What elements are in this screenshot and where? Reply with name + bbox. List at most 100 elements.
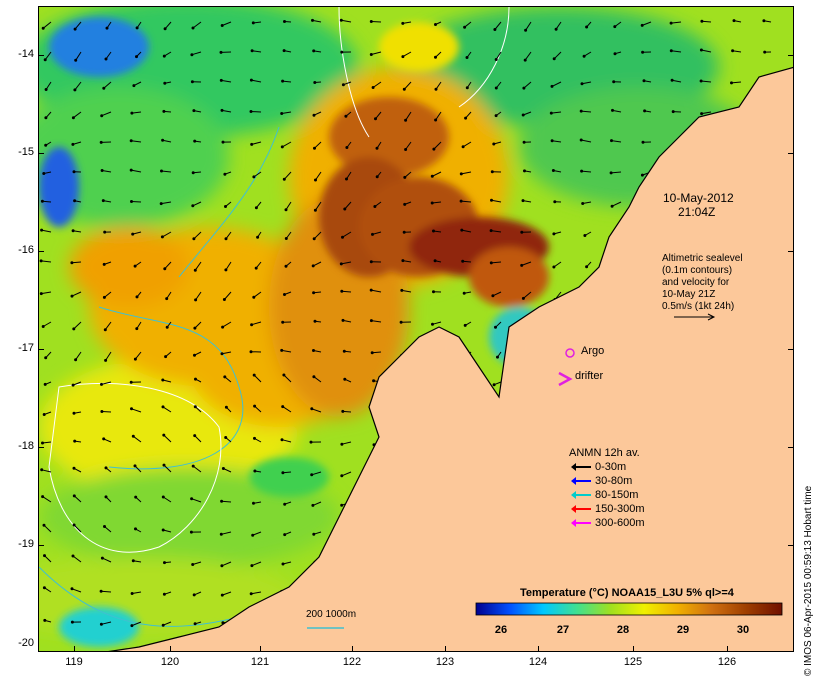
velocity-arrow-head xyxy=(284,208,288,212)
legend-item: 30-80m xyxy=(571,475,633,487)
velocity-arrow xyxy=(611,140,622,143)
lat-tick: -17 xyxy=(18,342,34,354)
velocity-arrow xyxy=(432,171,442,177)
velocity-arrow-head xyxy=(252,295,256,299)
velocity-arrow xyxy=(71,261,82,264)
velocity-arrow-head xyxy=(135,327,139,331)
velocity-arrow-head xyxy=(254,206,258,210)
velocity-arrow-head xyxy=(252,501,255,505)
velocity-arrow xyxy=(282,406,292,413)
velocity-arrow-head xyxy=(401,55,405,59)
velocity-arrow xyxy=(342,231,352,238)
velocity-arrow-head xyxy=(220,564,224,568)
velocity-arrow-head xyxy=(194,298,198,302)
legend-item-label: 30-80m xyxy=(595,475,633,487)
velocity-arrow xyxy=(163,496,172,503)
velocity-arrow-head xyxy=(283,20,286,23)
drifter-label: drifter xyxy=(575,370,604,382)
velocity-arrow-head xyxy=(193,326,197,330)
velocity-arrow-head xyxy=(224,436,228,439)
velocity-arrow-head xyxy=(102,86,106,90)
velocity-arrow-head xyxy=(44,143,48,147)
altimetry-note-line: 0.5m/s (1kt 24h) xyxy=(662,301,735,312)
velocity-arrow xyxy=(283,374,292,383)
velocity-arrow xyxy=(222,591,232,596)
velocity-arrow-head xyxy=(373,205,377,208)
velocity-arrow xyxy=(101,111,112,117)
velocity-arrow-head xyxy=(283,533,287,537)
velocity-arrow-head xyxy=(731,49,735,53)
velocity-arrow-head xyxy=(489,229,493,233)
velocity-arrow-head xyxy=(191,563,195,566)
velocity-arrow-head xyxy=(42,413,46,416)
velocity-arrow-head xyxy=(549,111,553,115)
velocity-arrow-head xyxy=(762,19,766,23)
velocity-arrow-head xyxy=(670,78,674,82)
velocity-arrow-head xyxy=(252,373,256,377)
velocity-arrow xyxy=(101,590,112,593)
legend-item-label: 150-300m xyxy=(595,503,645,515)
velocity-arrow-head xyxy=(162,54,166,58)
velocity-arrow-head xyxy=(375,175,379,179)
velocity-arrow xyxy=(521,261,532,266)
velocity-arrow-head xyxy=(249,350,253,354)
velocity-arrow-head xyxy=(253,469,257,473)
velocity-arrow-head xyxy=(434,23,437,26)
velocity-arrow-head xyxy=(190,497,194,501)
velocity-arrow-head xyxy=(165,297,169,301)
velocity-arrow xyxy=(41,229,52,233)
velocity-arrow xyxy=(523,81,532,89)
velocity-arrow-head xyxy=(669,49,673,53)
velocity-arrow xyxy=(403,81,412,90)
velocity-arrow-head xyxy=(102,262,106,266)
velocity-arrow xyxy=(525,21,532,31)
velocity-arrow-head xyxy=(72,411,76,415)
velocity-arrow-head xyxy=(44,356,48,360)
velocity-arrow-head xyxy=(129,380,133,384)
velocity-arrow-head xyxy=(310,407,314,411)
velocity-arrow xyxy=(344,201,352,210)
velocity-arrow-head xyxy=(282,373,286,377)
velocity-arrow-head xyxy=(340,289,344,293)
colorbar-tick: 30 xyxy=(736,624,750,636)
velocity-arrow-head xyxy=(311,18,314,22)
velocity-arrow-head xyxy=(99,622,103,626)
velocity-arrow-head xyxy=(130,200,133,203)
velocity-arrow-head xyxy=(430,201,434,205)
velocity-arrow-head xyxy=(492,383,496,387)
velocity-arrow-head xyxy=(103,328,107,332)
velocity-arrow-head xyxy=(490,198,493,202)
velocity-arrow xyxy=(162,231,172,238)
lon-tick: 125 xyxy=(623,656,643,668)
velocity-arrow xyxy=(285,201,292,210)
velocity-arrow-head xyxy=(493,28,497,31)
velocity-arrow xyxy=(43,524,52,533)
lat-tick: -14 xyxy=(18,48,34,60)
velocity-arrow xyxy=(221,500,232,503)
velocity-arrow-head xyxy=(521,199,525,203)
velocity-arrow-head xyxy=(163,81,167,85)
lat-tick: -18 xyxy=(18,440,34,452)
velocity-arrow xyxy=(42,496,52,503)
velocity-arrow-head xyxy=(404,148,408,151)
velocity-arrow-head xyxy=(193,139,197,143)
velocity-arrow-head xyxy=(463,25,467,29)
velocity-arrow-head xyxy=(104,57,108,61)
velocity-arrow-head xyxy=(39,292,43,296)
velocity-arrow-head xyxy=(221,325,225,329)
velocity-arrow-head xyxy=(464,116,468,120)
velocity-arrow xyxy=(251,561,262,567)
velocity-arrow-head xyxy=(492,142,496,146)
velocity-arrow-head xyxy=(162,463,166,467)
velocity-arrow-head xyxy=(434,87,438,91)
lon-tick: 124 xyxy=(528,656,548,668)
velocity-arrow-head xyxy=(521,296,525,300)
velocity-arrow xyxy=(494,21,502,30)
velocity-arrow-head xyxy=(41,495,45,499)
lon-tick: 122 xyxy=(342,656,362,668)
velocity-arrow-head xyxy=(42,523,46,527)
velocity-arrow-head xyxy=(491,294,495,298)
colorbar-tick: 26 xyxy=(494,624,508,636)
velocity-arrow-head xyxy=(103,230,107,234)
velocity-arrow-head xyxy=(162,109,166,113)
